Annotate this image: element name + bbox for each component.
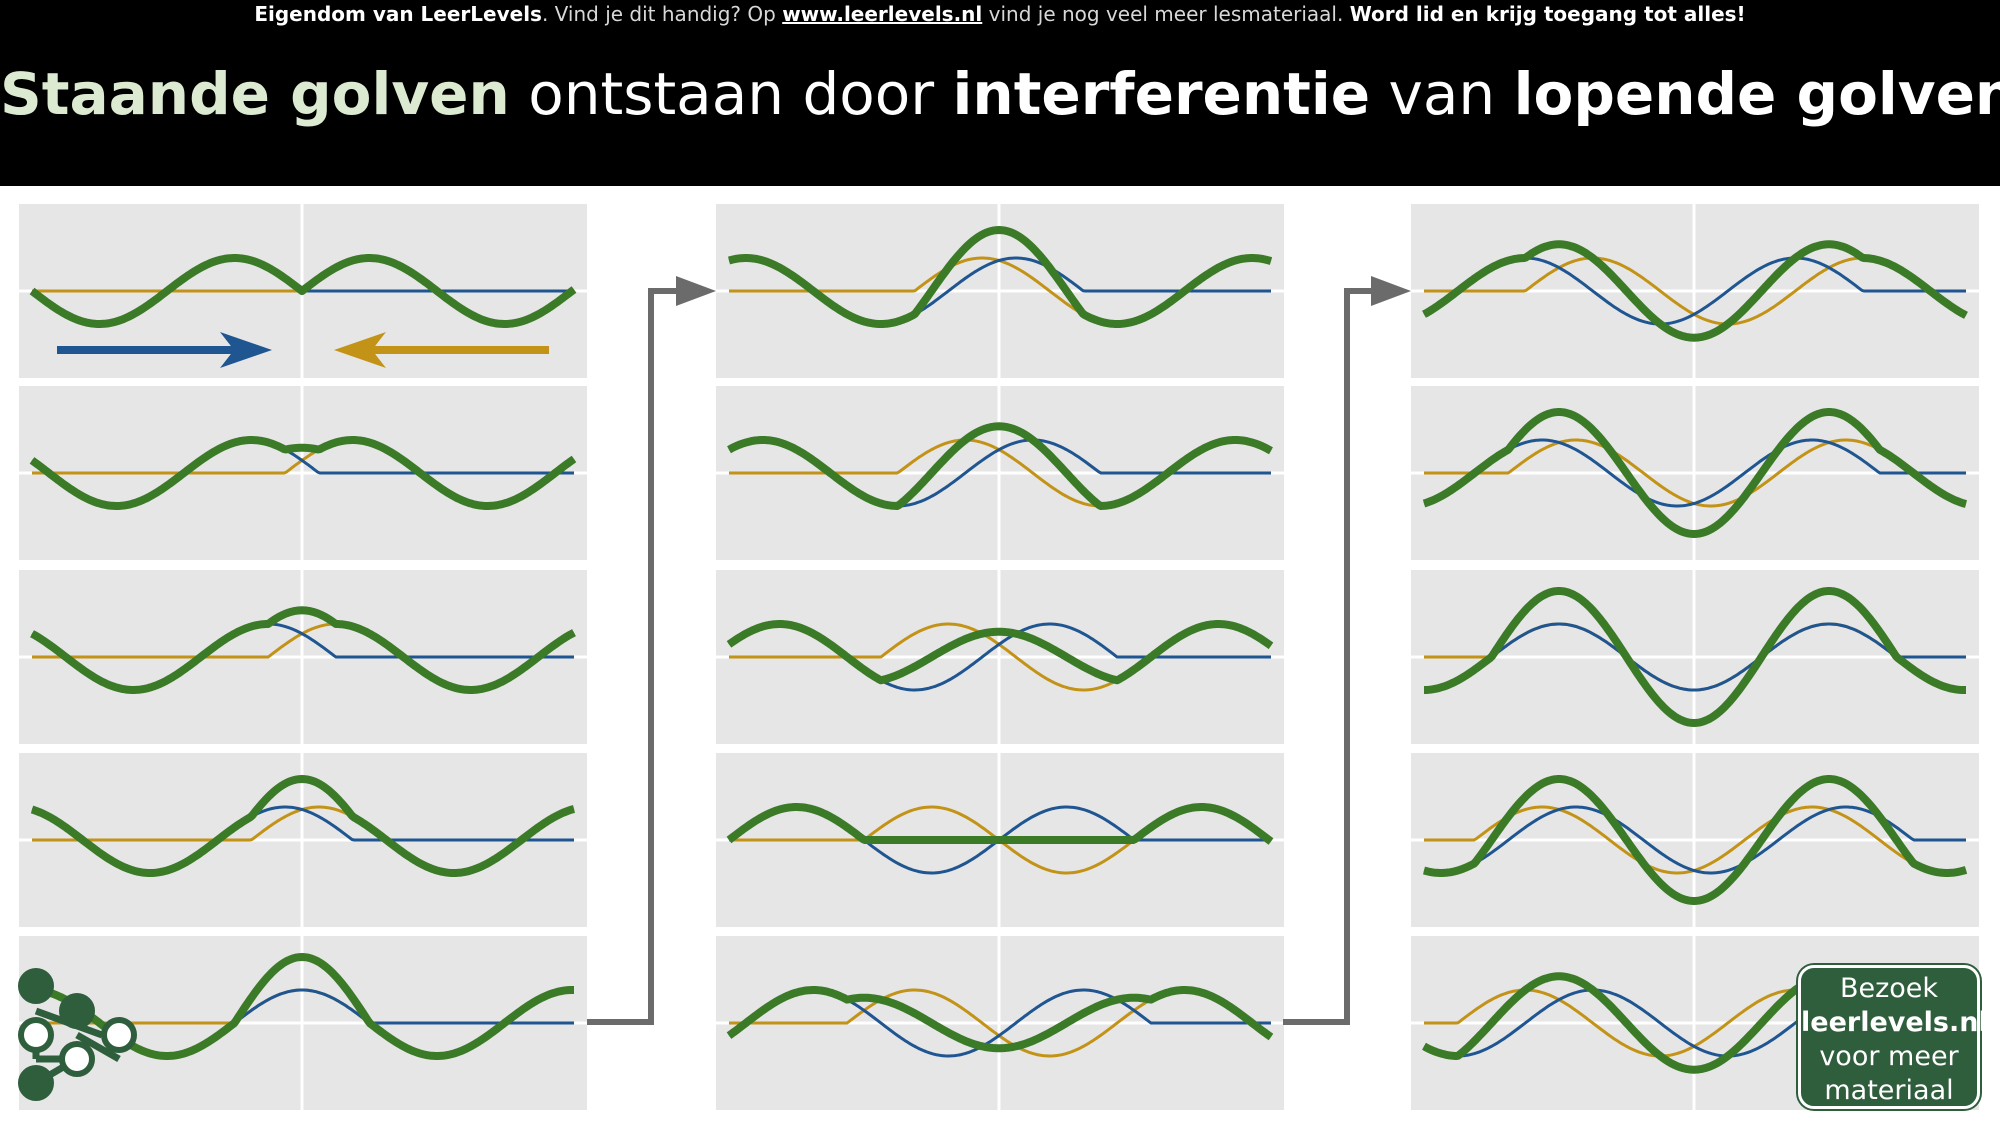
logo-link <box>75 1031 121 1063</box>
notice-text: vind je nog veel meer lesmateriaal. <box>982 2 1350 26</box>
sum-wave <box>726 803 1274 845</box>
sum-wave <box>727 226 1273 328</box>
logo-node <box>18 1017 54 1053</box>
right-wave <box>1424 622 1966 692</box>
title-part: lopende golven <box>1513 60 2000 128</box>
header: Eigendom van LeerLevels. Vind je dit han… <box>0 0 2000 186</box>
visit-badge[interactable]: Bezoek leerlevels.nl voor meer materiaal <box>1798 965 1988 1109</box>
title-part: van <box>1370 60 1514 128</box>
title-part: Staande golven <box>0 60 510 128</box>
sum-wave <box>1422 775 1968 905</box>
sum-wave <box>1422 587 1968 727</box>
badge-line: Bezoek <box>1839 973 1939 1004</box>
sum-wave <box>727 422 1273 510</box>
sum-wave <box>30 606 576 694</box>
sum-wave <box>1422 240 1968 342</box>
sum-wave <box>29 254 577 328</box>
badge-line: materiaal <box>1824 1075 1954 1106</box>
arrow-head <box>220 332 272 368</box>
title: Staande golven ontstaan door interferent… <box>0 56 2000 132</box>
connector-head <box>676 276 716 306</box>
logo-node <box>18 968 54 1004</box>
title-part: ontstaan door <box>509 60 953 128</box>
notice-owner: Eigendom van LeerLevels <box>254 2 542 26</box>
sum-wave <box>30 775 576 877</box>
badge-line: leerlevels.nl <box>1801 1007 1988 1038</box>
sum-wave <box>1422 408 1968 538</box>
logo-node <box>59 1041 95 1077</box>
connector <box>587 288 680 1025</box>
sum-wave <box>726 986 1274 1053</box>
connector <box>1283 288 1375 1025</box>
logo-node <box>18 1065 54 1101</box>
sum-wave <box>29 436 577 510</box>
title-part: interferentie <box>952 60 1371 128</box>
badge-line: voor meer <box>1819 1041 1959 1072</box>
notice-link[interactable]: www.leerlevels.nl <box>782 2 983 26</box>
notice-cta: Word lid en krijg toegang tot alles! <box>1349 2 1746 26</box>
sum-wave <box>726 620 1274 685</box>
notice-text: . Vind je dit handig? Op <box>541 2 783 26</box>
notice: Eigendom van LeerLevels. Vind je dit han… <box>0 0 2000 28</box>
arrow-head <box>334 332 386 368</box>
logo-node <box>59 993 95 1029</box>
logo-node <box>101 1017 137 1053</box>
connector-head <box>1371 276 1411 306</box>
